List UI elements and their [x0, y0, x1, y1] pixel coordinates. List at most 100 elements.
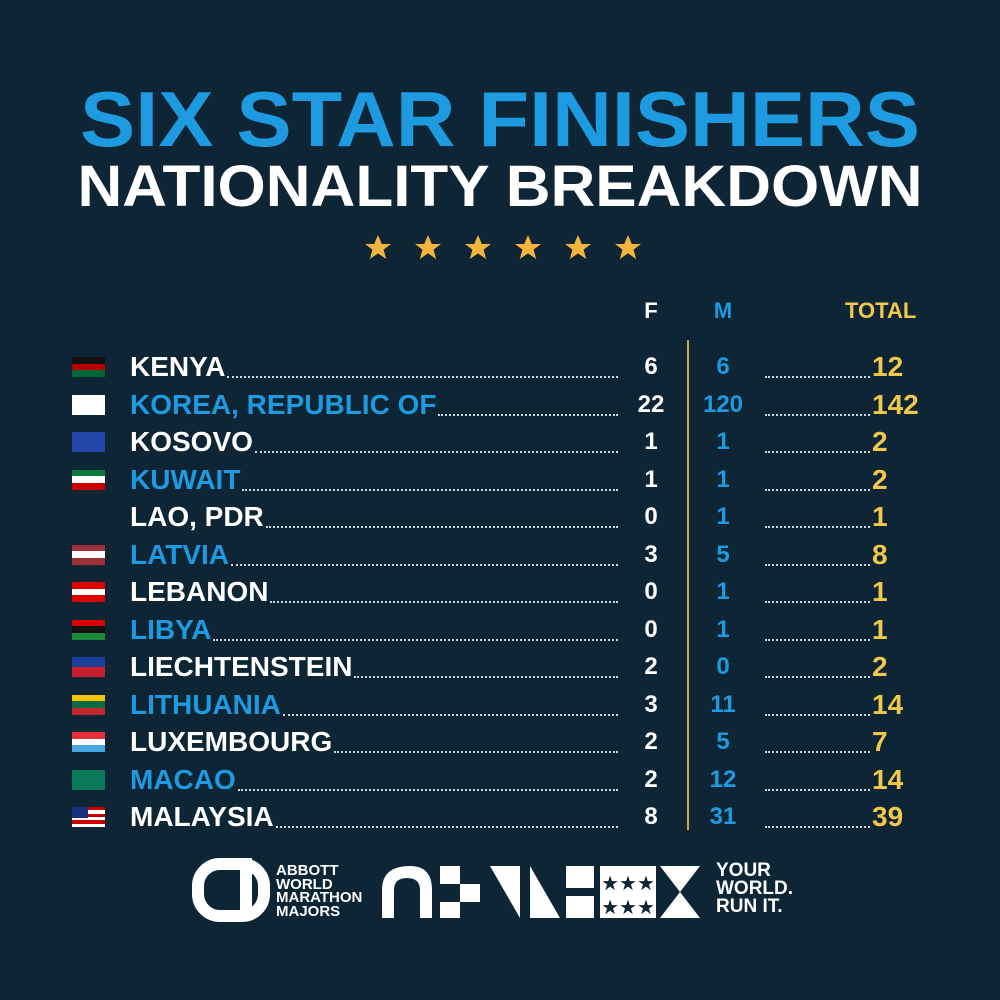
- leader: [765, 574, 870, 603]
- flag-stripe: [72, 582, 105, 589]
- flag-stripe: [72, 551, 105, 558]
- name-cell: MALAYSIA: [130, 799, 618, 835]
- flag-stripe: [72, 807, 105, 811]
- flag: [72, 357, 105, 377]
- m-count: 1: [716, 428, 730, 455]
- leader: [254, 451, 618, 453]
- name-cell: LEBANON: [130, 574, 618, 610]
- m-count: 5: [716, 728, 730, 755]
- f-count: 2: [644, 728, 658, 755]
- flag-stripe: [72, 769, 105, 790]
- leader: [765, 724, 870, 753]
- name-cell: KOREA, REPUBLIC OF: [130, 387, 618, 423]
- total: 2: [872, 426, 888, 457]
- table-row: KOSOVO 1 1 2: [0, 424, 1000, 460]
- leader: [270, 601, 618, 603]
- flag-stripe: [72, 738, 105, 746]
- total: 12: [872, 351, 904, 382]
- table-row: MACAO 2 12 14: [0, 762, 1000, 798]
- flag-stripe: [72, 432, 105, 452]
- flag: [72, 394, 105, 415]
- stars: [365, 235, 641, 259]
- m-count: 0: [716, 653, 730, 680]
- table-row: LUXEMBOURG 2 5 7: [0, 724, 1000, 760]
- flag-stripe: [72, 694, 105, 702]
- flag-stripe: [72, 707, 105, 715]
- flag-stripe: [72, 357, 105, 364]
- flag-stripe: [72, 394, 105, 415]
- country: KUWAIT: [130, 463, 241, 495]
- flag: [72, 807, 105, 827]
- flag-stripe: [72, 476, 105, 483]
- flag-stripe: [72, 363, 105, 371]
- flag-stripe: [72, 482, 105, 490]
- flag: [72, 432, 105, 452]
- m-count: 6: [716, 353, 730, 380]
- f-count: 22: [637, 390, 665, 418]
- name-cell: LATVIA: [130, 537, 618, 573]
- flag-stripe: [72, 732, 105, 739]
- flag-stripe: [72, 823, 105, 827]
- table-row: LIBYA 0 1 1: [0, 612, 1000, 648]
- title: SIX STAR FINISHERS: [80, 75, 920, 163]
- brand-line: MAJORS: [276, 902, 341, 920]
- f-count: 3: [644, 540, 658, 568]
- leader: [242, 488, 618, 491]
- f-count: 0: [644, 578, 658, 605]
- slogan-line: RUN IT.: [716, 896, 783, 917]
- m-count: 1: [716, 503, 730, 530]
- country: LEBANON: [130, 576, 269, 607]
- m-count: 11: [710, 690, 736, 718]
- leader: [765, 687, 870, 716]
- leader: [765, 537, 870, 566]
- footer-graphics: ★★★ ★★★: [192, 858, 700, 922]
- country: LIECHTENSTEIN: [130, 651, 353, 682]
- name-cell: KUWAIT: [130, 462, 618, 498]
- flag-stripe: [72, 813, 105, 817]
- col-header: F: [644, 298, 658, 323]
- f-count: 8: [644, 803, 658, 830]
- table-row: LIECHTENSTEIN 2 0 2: [0, 649, 1000, 685]
- flag-stripe: [72, 810, 105, 814]
- total: 1: [872, 613, 888, 645]
- svg-text:★★★: ★★★: [601, 873, 655, 895]
- country: LITHUANIA: [130, 688, 281, 720]
- leader: [765, 612, 870, 641]
- subtitle: NATIONALITY BREAKDOWN: [78, 154, 923, 219]
- leader: [237, 788, 618, 791]
- name-cell: LIECHTENSTEIN: [130, 649, 618, 685]
- flag-stripe: [72, 816, 105, 821]
- f-count: 0: [644, 503, 658, 530]
- leader: [765, 799, 870, 828]
- flag-stripe: [72, 588, 105, 596]
- country: KOREA, REPUBLIC OF: [130, 388, 437, 420]
- leader: [265, 526, 618, 528]
- country: MALAYSIA: [130, 801, 274, 832]
- country: LAO, PDR: [130, 501, 264, 532]
- total: 1: [872, 501, 888, 532]
- flag-stripe: [72, 469, 105, 477]
- table-row: LAO, PDR 0 1 1: [0, 499, 1000, 535]
- flag: [72, 544, 105, 565]
- flag: [72, 732, 105, 752]
- flag-stripe: [72, 657, 105, 667]
- total: 1: [872, 576, 888, 607]
- col-header: M: [713, 298, 733, 323]
- flag-stripe: [72, 595, 105, 602]
- brand-line: WORLD: [276, 875, 333, 893]
- m-count: 120: [702, 390, 744, 418]
- slogan-line: WORLD.: [716, 878, 794, 899]
- flag-stripe: [72, 619, 105, 627]
- total: 8: [872, 538, 888, 570]
- country: LUXEMBOURG: [130, 726, 333, 757]
- leader: [282, 713, 618, 716]
- flag-stripe: [72, 626, 105, 633]
- m-count: 1: [716, 465, 730, 493]
- name-cell: LUXEMBOURG: [130, 724, 618, 760]
- col-header: TOTAL: [845, 298, 917, 323]
- f-count: 1: [644, 428, 658, 455]
- name-cell: LIBYA: [130, 612, 618, 648]
- name-cell: LAO, PDR: [130, 499, 618, 535]
- table-row: KENYA 6 6 12: [0, 349, 1000, 385]
